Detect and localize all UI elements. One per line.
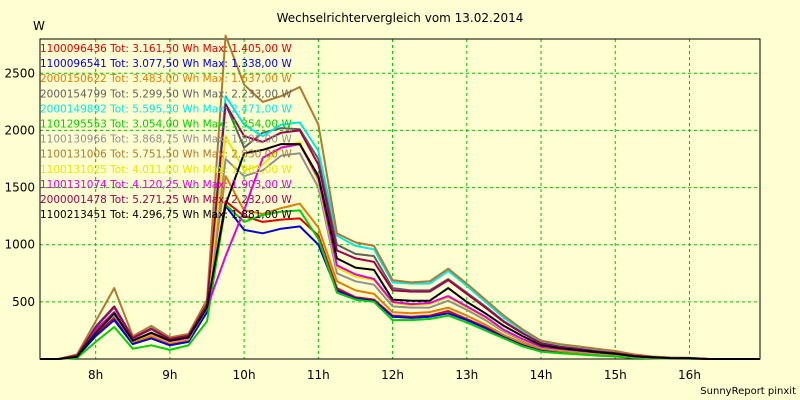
legend-entry: 2000154799 Tot: 5.299,50 Wh Max: 2.233,0… [40, 88, 292, 100]
y-tick-labels: 500 1000 1500 2000 2500 [4, 66, 35, 309]
series-lines [40, 34, 760, 360]
x-tick-label: 8h [88, 368, 103, 382]
legend-entry: 2000149892 Tot: 5.595,50 Wh Max: 2.471,0… [40, 103, 292, 115]
y-tick-label: 500 [12, 295, 35, 309]
y-tick-label: 2000 [4, 123, 35, 137]
legend-entry: 1100131006 Tot: 5.751,50 Wh Max: 2.830,0… [40, 149, 292, 161]
legend-entry: 1100096436 Tot: 3.161,50 Wh Max: 1.405,0… [40, 43, 292, 55]
y-tick-label: 2500 [4, 66, 35, 80]
x-tick-label: 9h [162, 368, 177, 382]
legend-entry: 1100131025 Tot: 4.011,00 Wh Max: 1.983,0… [40, 164, 292, 176]
series-line-12 [40, 143, 760, 360]
x-tick-label: 15h [604, 368, 627, 382]
x-tick-label: 16h [678, 368, 701, 382]
legend-entry: 1101295553 Tot: 3.054,00 Wh Max: 1.354,0… [40, 119, 292, 131]
x-tick-label: 14h [530, 368, 553, 382]
legend-entry: 1100131074 Tot: 4.120,25 Wh Max: 1.903,0… [40, 179, 292, 191]
y-axis-unit: W [33, 19, 45, 33]
y-tick-label: 1000 [4, 238, 35, 252]
x-tick-label: 12h [381, 368, 404, 382]
legend-entry: 2000001478 Tot: 5.271,25 Wh Max: 2.232,0… [40, 194, 292, 206]
y-tick-label: 1500 [4, 181, 35, 195]
x-tick-label: 13h [455, 368, 478, 382]
x-tick-label: 11h [307, 368, 330, 382]
legend-entry: 1100096541 Tot: 3.077,50 Wh Max: 1.338,0… [40, 58, 292, 70]
legend-entry: 1100213451 Tot: 4.296,75 Wh Max: 1.881,0… [40, 209, 292, 221]
x-tick-label: 10h [233, 368, 256, 382]
legend: 1100096436 Tot: 3.161,50 Wh Max: 1.405,0… [40, 43, 292, 221]
credit-text: SunnyReport pinxit [700, 386, 796, 397]
plot-area-frame [39, 38, 761, 360]
legend-entry: 1100130966 Tot: 3.868,75 Wh Max: 1.801,0… [40, 134, 292, 146]
grid [40, 39, 760, 359]
legend-entry: 2000150622 Tot: 3.483,00 Wh Max: 1.637,0… [40, 73, 292, 85]
x-tick-labels: 8h 9h 10h 11h 12h 13h 14h 15h 16h [88, 368, 701, 382]
chart-title: Wechselrichtervergleich vom 13.02.2014 [277, 11, 524, 25]
